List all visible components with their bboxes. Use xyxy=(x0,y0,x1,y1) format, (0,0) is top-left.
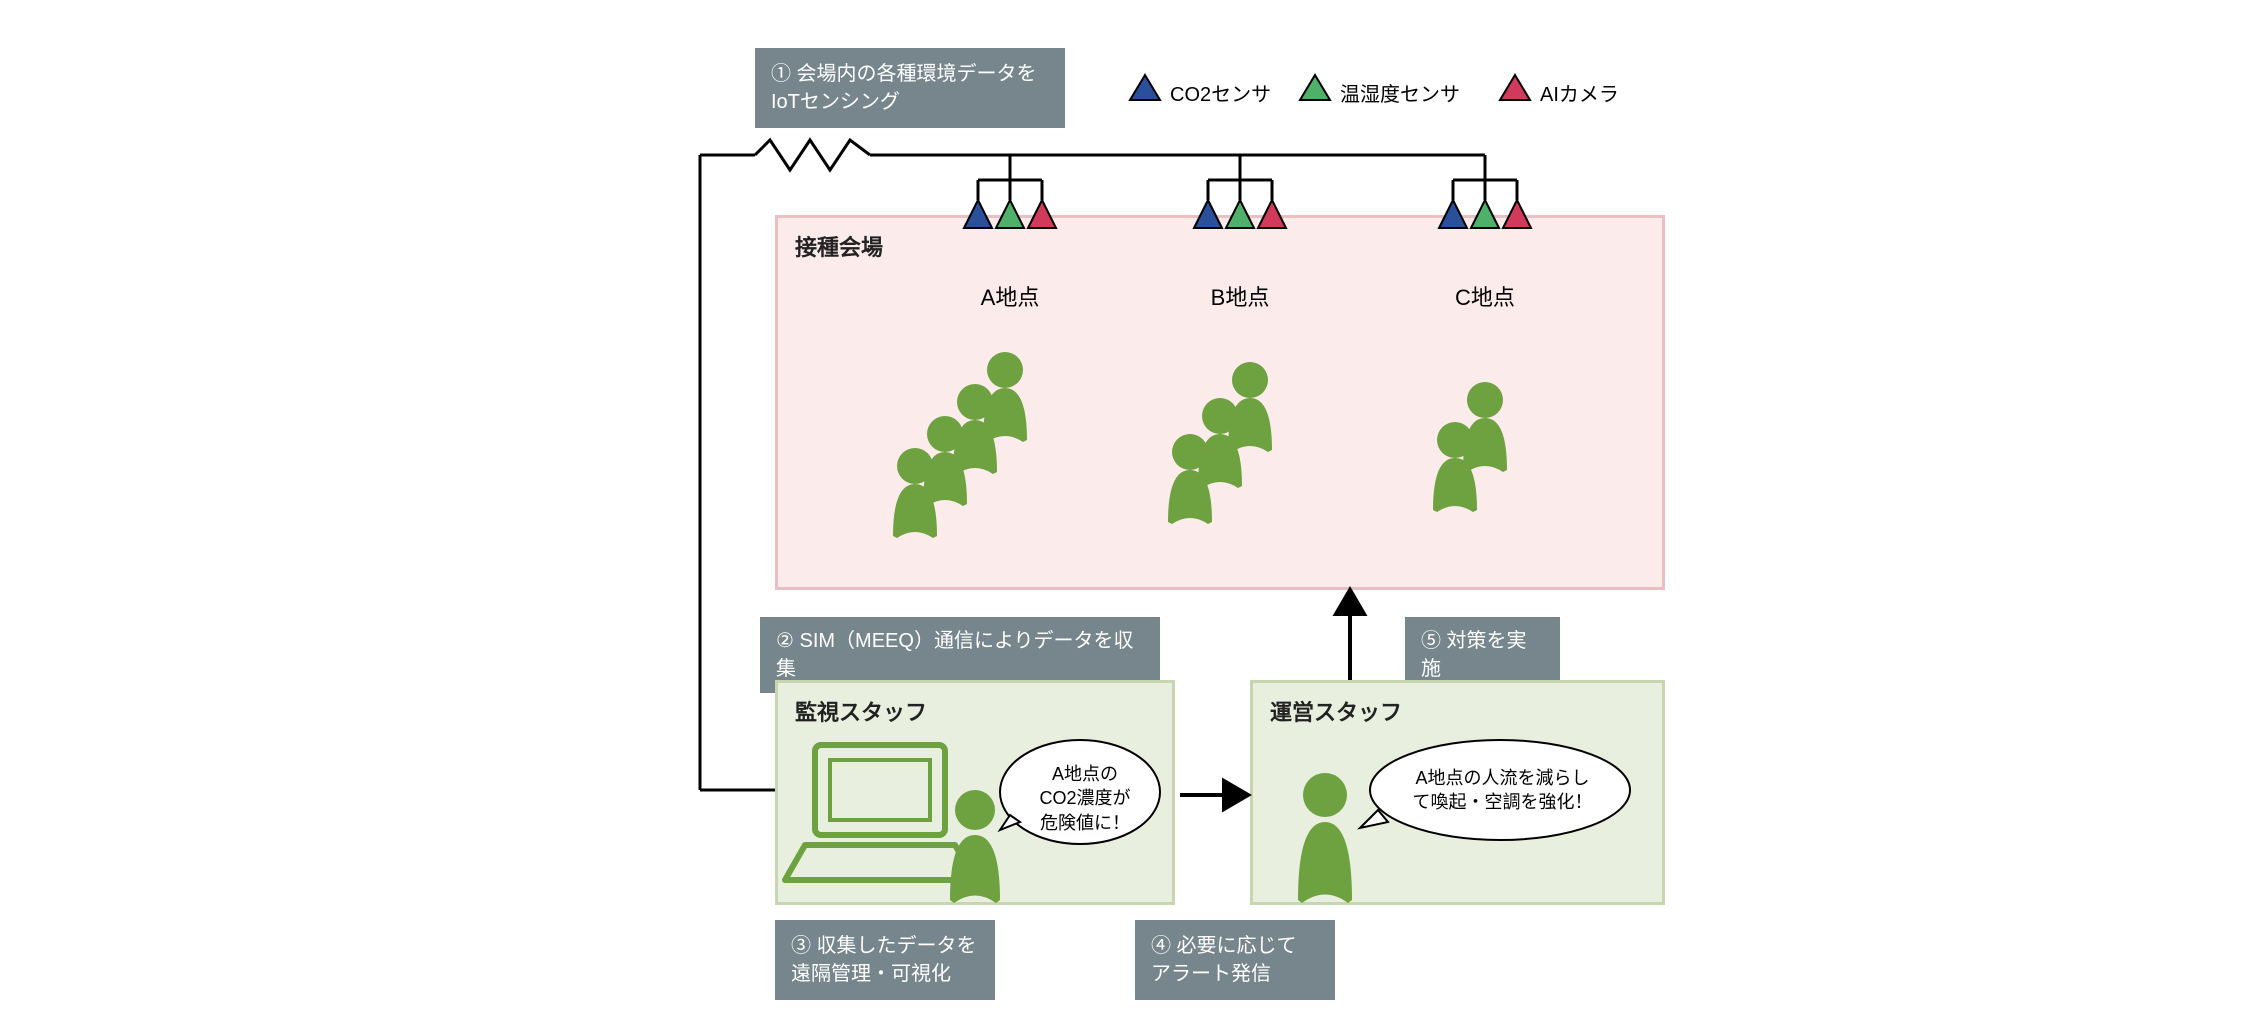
step-5-text: ⑤ 対策を実施 xyxy=(1421,630,1527,680)
venue-title: 接種会場 xyxy=(795,230,883,262)
legend-triangle-blue xyxy=(1130,75,1160,100)
ops-bubble-text: A地点の人流を減らし て喚起・空調を強化！ xyxy=(1400,766,1605,815)
diagram-canvas: ① 会場内の各種環境データを IoTセンシング CO2センサ 温湿度センサ AI… xyxy=(0,0,2242,1014)
legend-triangle-green xyxy=(1300,75,1330,100)
monitor-bubble-l2: CO2濃度が xyxy=(1039,788,1130,808)
ops-bubble-l1: A地点の人流を減らし xyxy=(1415,768,1589,788)
monitor-bubble-l3: 危険値に！ xyxy=(1040,813,1130,833)
step-2-text: ② SIM（MEEQ）通信によりデータを収集 xyxy=(776,630,1134,680)
point-b-label: B地点 xyxy=(1190,280,1290,312)
point-c-label: C地点 xyxy=(1435,280,1535,312)
step-4-text-l2: アラート発信 xyxy=(1151,963,1271,985)
monitor-bubble-text: A地点の CO2濃度が 危険値に！ xyxy=(1035,762,1135,835)
venue-box xyxy=(775,215,1665,590)
step-1-box: ① 会場内の各種環境データを IoTセンシング xyxy=(755,48,1065,128)
step-4-box: ④ 必要に応じて アラート発信 xyxy=(1135,920,1335,1000)
step-3-text-l1: ③ 収集したデータを xyxy=(791,935,977,957)
step-1-text-l2: IoTセンシング xyxy=(771,91,900,113)
legend-label-temp: 温湿度センサ xyxy=(1340,78,1460,107)
step-3-text-l2: 遠隔管理・可視化 xyxy=(791,963,951,985)
monitor-bubble-l1: A地点の xyxy=(1052,764,1118,784)
ops-staff-title: 運営スタッフ xyxy=(1270,695,1402,727)
ops-bubble-l2: て喚起・空調を強化！ xyxy=(1413,792,1593,812)
step-3-box: ③ 収集したデータを 遠隔管理・可視化 xyxy=(775,920,995,1000)
monitor-staff-title: 監視スタッフ xyxy=(795,695,927,727)
step-4-text-l1: ④ 必要に応じて xyxy=(1151,935,1297,957)
legend-label-ai: AIカメラ xyxy=(1540,78,1619,107)
step-1-text-l1: ① 会場内の各種環境データを xyxy=(771,63,1037,85)
legend-triangle-red xyxy=(1500,75,1530,100)
legend-label-co2: CO2センサ xyxy=(1170,78,1271,107)
point-a-label: A地点 xyxy=(960,280,1060,312)
